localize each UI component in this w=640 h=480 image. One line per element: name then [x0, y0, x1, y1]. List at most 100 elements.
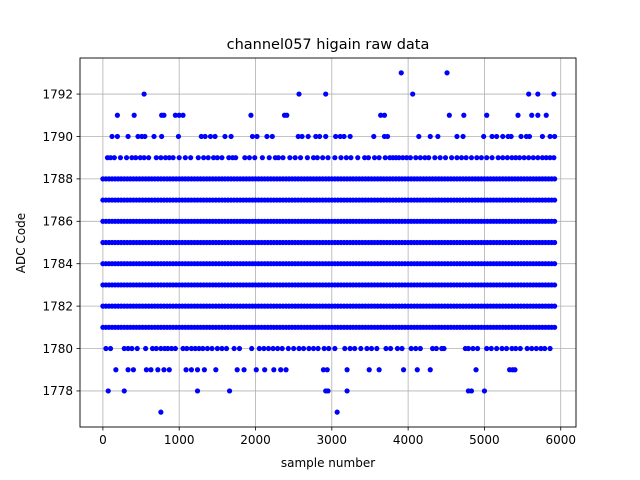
- data-point: [246, 155, 253, 161]
- data-point: [125, 367, 131, 373]
- data-point: [552, 218, 558, 224]
- data-point: [513, 345, 519, 352]
- data-point: [489, 155, 495, 161]
- y-tick-label: 1782: [42, 299, 73, 313]
- data-point: [130, 367, 137, 373]
- y-tick-label: 1778: [42, 384, 73, 398]
- data-point: [142, 133, 148, 140]
- data-point: [295, 133, 301, 140]
- data-point: [468, 155, 475, 161]
- data-point: [324, 367, 330, 373]
- data-point: [526, 133, 533, 140]
- data-point: [348, 155, 354, 161]
- data-point: [320, 367, 327, 373]
- data-point: [368, 345, 375, 352]
- data-point: [200, 345, 206, 352]
- data-point: [365, 155, 372, 161]
- data-point: [264, 133, 270, 140]
- data-point: [265, 345, 272, 352]
- data-point: [194, 367, 201, 373]
- data-point: [463, 155, 469, 161]
- data-point: [413, 155, 419, 161]
- data-point: [201, 155, 207, 161]
- data-point: [172, 345, 178, 352]
- data-point: [347, 133, 353, 140]
- data-point: [188, 367, 195, 373]
- data-point: [426, 155, 432, 161]
- data-point: [410, 91, 416, 97]
- data-point: [159, 133, 165, 140]
- data-point: [371, 133, 377, 140]
- data-point: [478, 155, 484, 161]
- data-point: [261, 345, 267, 352]
- data-point: [364, 345, 370, 352]
- data-points: [100, 70, 558, 415]
- data-point: [194, 388, 201, 394]
- data-point: [266, 155, 272, 161]
- data-point: [223, 345, 230, 352]
- data-point: [484, 155, 490, 161]
- data-point: [533, 345, 539, 352]
- data-point: [271, 367, 277, 373]
- x-tick-label: 4000: [393, 433, 424, 447]
- data-point: [398, 70, 404, 76]
- data-point: [323, 91, 329, 97]
- data-point: [547, 155, 553, 161]
- data-point: [158, 345, 164, 352]
- data-point: [114, 112, 120, 118]
- data-point: [305, 133, 311, 140]
- data-point: [131, 112, 137, 118]
- data-point: [231, 345, 237, 352]
- data-point: [394, 345, 401, 352]
- data-point: [141, 91, 147, 97]
- data-point: [407, 155, 414, 161]
- data-point: [143, 367, 149, 373]
- data-point: [552, 303, 558, 309]
- data-point: [202, 133, 208, 140]
- data-point: [222, 133, 228, 140]
- data-point: [344, 367, 350, 373]
- y-tick-label: 1780: [42, 342, 73, 356]
- x-tick-label: 5000: [469, 433, 500, 447]
- data-point: [192, 345, 198, 352]
- data-point: [376, 155, 382, 161]
- data-point: [382, 155, 388, 161]
- data-point: [129, 345, 135, 352]
- data-point: [121, 388, 127, 394]
- y-tick-label: 1784: [42, 257, 73, 271]
- data-point: [325, 155, 331, 161]
- data-point: [429, 345, 436, 352]
- data-point: [399, 345, 405, 352]
- data-point: [344, 388, 350, 394]
- y-axis-ticks: 1778 1780 1782 1784 1786 1788 1790 1792: [42, 87, 80, 398]
- data-point: [196, 345, 202, 352]
- data-point: [209, 345, 215, 352]
- data-point: [183, 367, 189, 373]
- data-point: [437, 155, 443, 161]
- data-point: [355, 155, 361, 161]
- data-point: [552, 239, 558, 246]
- data-point: [198, 133, 204, 140]
- data-point: [460, 133, 466, 140]
- data-point: [473, 367, 479, 373]
- data-point: [155, 367, 161, 373]
- data-point: [381, 112, 388, 118]
- data-point: [317, 133, 323, 140]
- data-point: [552, 261, 558, 267]
- data-point: [524, 345, 530, 352]
- y-tick-label: 1792: [42, 87, 73, 101]
- data-point: [551, 91, 557, 97]
- data-point: [400, 155, 406, 161]
- data-point: [113, 367, 119, 373]
- data-point: [515, 112, 521, 118]
- data-point: [474, 345, 481, 352]
- data-point: [287, 155, 293, 161]
- data-point: [135, 133, 141, 140]
- data-point: [433, 345, 439, 352]
- data-point: [275, 345, 281, 352]
- x-tick-label: 6000: [545, 433, 576, 447]
- data-point: [470, 345, 476, 352]
- data-point: [547, 133, 553, 140]
- data-point: [278, 367, 284, 373]
- data-point: [343, 155, 349, 161]
